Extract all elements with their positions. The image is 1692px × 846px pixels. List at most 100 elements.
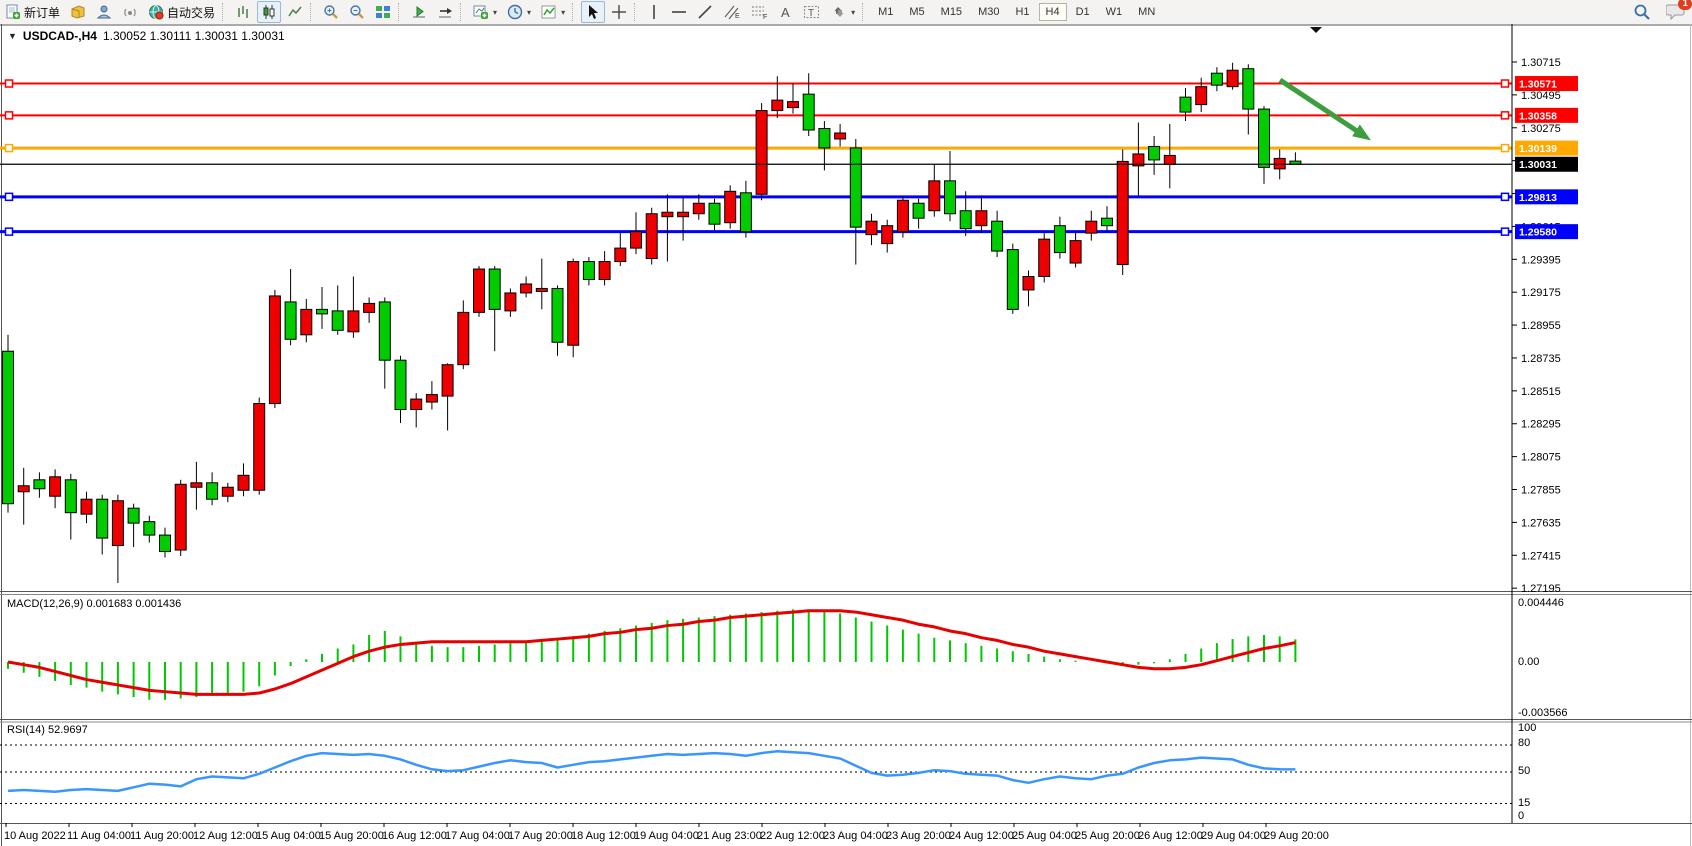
candle-body bbox=[912, 202, 925, 219]
cursor-button[interactable] bbox=[581, 1, 606, 23]
bar-chart-mode-button[interactable] bbox=[231, 1, 255, 23]
timeframe-d1-button[interactable]: D1 bbox=[1075, 6, 1090, 18]
zoom-in-button[interactable] bbox=[319, 1, 343, 23]
price-tick-label: 1.28515 bbox=[1521, 386, 1561, 398]
candle-body bbox=[457, 311, 470, 366]
autotrade-globe-icon bbox=[148, 4, 164, 20]
hline-anchor[interactable] bbox=[4, 227, 14, 236]
toolbar-separator bbox=[572, 3, 578, 21]
text-label-tool[interactable]: T bbox=[799, 1, 825, 23]
candle-body bbox=[80, 498, 93, 515]
candle-body bbox=[551, 287, 564, 343]
candle-body bbox=[504, 292, 517, 312]
price-badge-label: 1.30358 bbox=[1519, 110, 1557, 122]
chart-symbol-period: USDCAD-,H4 bbox=[22, 29, 97, 43]
new-chart-button[interactable]: ▾ bbox=[469, 1, 501, 23]
candle-body bbox=[881, 225, 894, 245]
line-chart-icon bbox=[287, 4, 303, 20]
signals-button[interactable] bbox=[118, 1, 142, 23]
hline-anchor[interactable] bbox=[4, 143, 14, 153]
timeframe-mn-button[interactable]: MN bbox=[1138, 6, 1156, 18]
profiles-button[interactable]: ▾ bbox=[503, 1, 535, 23]
trendline-tool[interactable] bbox=[693, 1, 717, 23]
timeframe-h4-button[interactable]: H4 bbox=[1038, 3, 1067, 21]
price-tick-label: 1.30715 bbox=[1521, 57, 1561, 69]
price-badge-label: 1.30139 bbox=[1519, 143, 1557, 155]
time-tick-label: 24 Aug 12:00 bbox=[949, 830, 1014, 842]
time-tick-label: 23 Aug 04:00 bbox=[823, 830, 888, 842]
price-badge-label: 1.29580 bbox=[1519, 227, 1557, 239]
timeframe-m5-button[interactable]: M5 bbox=[909, 6, 925, 18]
time-tick-label: 21 Aug 23:00 bbox=[697, 830, 762, 842]
time-tick-label: 22 Aug 12:00 bbox=[760, 830, 825, 842]
hline-anchor[interactable] bbox=[4, 79, 14, 88]
candle-body bbox=[1006, 249, 1019, 310]
equidistant-channel-tool[interactable]: E bbox=[719, 1, 745, 23]
time-tick-label: 18 Aug 12:00 bbox=[571, 830, 636, 842]
candle-body bbox=[991, 220, 1004, 252]
candle-body bbox=[818, 128, 831, 149]
search-button[interactable] bbox=[1629, 1, 1655, 23]
clock-icon bbox=[507, 4, 523, 20]
new-order-button[interactable]: 新订单 bbox=[1, 1, 64, 23]
candle-body bbox=[473, 268, 485, 313]
horizontal-line-tool[interactable] bbox=[667, 1, 691, 23]
autotrade-button[interactable]: 自动交易 bbox=[144, 1, 219, 23]
hline-anchor[interactable] bbox=[1500, 143, 1510, 153]
indicators-button[interactable]: ▾ bbox=[537, 1, 569, 23]
hline-anchor[interactable] bbox=[1500, 79, 1510, 88]
fibonacci-tool[interactable]: F bbox=[747, 1, 773, 23]
candle-body bbox=[834, 132, 847, 140]
tile-windows-button[interactable] bbox=[371, 1, 395, 23]
arrows-icon bbox=[831, 4, 847, 20]
timeframe-m30-button[interactable]: M30 bbox=[978, 6, 1000, 18]
time-tick-label: 10 Aug 2022 bbox=[4, 830, 66, 842]
time-tick-label: 15 Aug 20:00 bbox=[319, 830, 384, 842]
candlestick-mode-button[interactable] bbox=[257, 1, 282, 23]
candle-body bbox=[535, 287, 548, 292]
auto-scroll-button[interactable] bbox=[407, 1, 431, 23]
timeframe-w1-button[interactable]: W1 bbox=[1105, 6, 1123, 18]
candle-body bbox=[724, 190, 737, 224]
candle-body bbox=[363, 302, 376, 313]
macd-tick-label: 0.004446 bbox=[1518, 597, 1564, 609]
timeframe-h1-button[interactable]: H1 bbox=[1015, 6, 1030, 18]
down-arrow-annotation[interactable] bbox=[1278, 77, 1360, 134]
hline-anchor[interactable] bbox=[1500, 227, 1510, 236]
cursor-arrow-icon bbox=[585, 4, 601, 20]
hline-anchor[interactable] bbox=[4, 192, 14, 202]
candle-body bbox=[1210, 72, 1223, 86]
rsi-tick-label: 100 bbox=[1518, 722, 1536, 734]
candle-body bbox=[284, 301, 297, 340]
zoom-out-button[interactable] bbox=[345, 1, 369, 23]
candle-body bbox=[33, 479, 46, 490]
timeframe-m15-button[interactable]: M15 bbox=[940, 6, 963, 18]
one-click-panel-toggle-icon[interactable]: ▼ bbox=[8, 31, 17, 41]
chat-button[interactable]: 1 bbox=[1665, 0, 1692, 23]
open-account-button[interactable] bbox=[92, 1, 116, 23]
price-tick-label: 1.28955 bbox=[1521, 320, 1561, 332]
text-tool[interactable]: A bbox=[775, 1, 797, 23]
candle-body bbox=[159, 534, 171, 553]
candle-body bbox=[771, 99, 784, 112]
new-chart-icon bbox=[473, 4, 489, 20]
candle-body bbox=[206, 482, 219, 500]
candle-body bbox=[520, 283, 533, 294]
macd-signal-line bbox=[7, 609, 1296, 696]
line-chart-mode-button[interactable] bbox=[283, 1, 307, 23]
arrows-tool[interactable]: ▾ bbox=[827, 1, 859, 23]
hline-anchor[interactable] bbox=[1500, 111, 1510, 120]
chart-shift-button[interactable] bbox=[433, 1, 457, 23]
candle-body bbox=[959, 210, 972, 230]
hline-anchor[interactable] bbox=[4, 111, 14, 120]
crosshair-button[interactable] bbox=[607, 1, 631, 23]
timeframe-m1-button[interactable]: M1 bbox=[878, 6, 894, 18]
chevron-down-icon: ▾ bbox=[493, 7, 498, 17]
history-center-button[interactable] bbox=[66, 1, 90, 23]
price-badge bbox=[1515, 189, 1578, 205]
candle-body bbox=[598, 261, 611, 280]
hline-anchor[interactable] bbox=[1500, 192, 1510, 202]
vertical-line-tool[interactable] bbox=[643, 1, 665, 23]
chart-shift-marker[interactable] bbox=[1310, 27, 1322, 33]
chart-canvas[interactable]: MACD(12,26,9) 0.001683 0.001436 RSI(14) 5… bbox=[0, 24, 1692, 846]
